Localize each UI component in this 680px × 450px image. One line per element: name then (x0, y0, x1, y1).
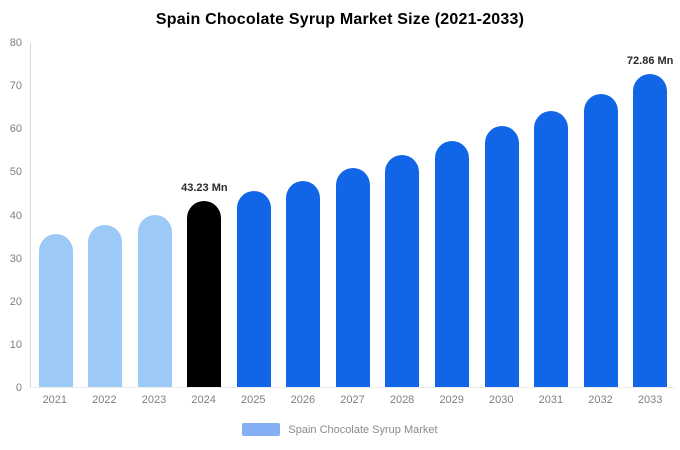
bar-slot-2033: 72.86 Mn (625, 43, 675, 387)
bar-slot-2030 (477, 43, 527, 387)
bar-2033[interactable] (633, 73, 668, 387)
legend-swatch[interactable] (242, 423, 281, 436)
bar-2028[interactable] (385, 154, 420, 387)
bar-slot-2028 (378, 43, 428, 387)
x-axis-label-2032: 2032 (588, 394, 613, 406)
x-axis-label-2030: 2030 (489, 394, 514, 406)
x-axis-label-2022: 2022 (92, 394, 117, 406)
bar-2024[interactable] (187, 201, 222, 387)
bar-value-label-2024: 43.23 Mn (181, 182, 228, 195)
bar-slot-2027 (328, 43, 378, 387)
y-tick-label-60: 60 (9, 123, 22, 136)
x-axis-label-2028: 2028 (389, 394, 415, 406)
bar-slot-2031 (526, 43, 576, 387)
bar-slot-2032 (576, 43, 626, 387)
bar-2023[interactable] (137, 214, 172, 387)
y-tick-label-70: 70 (9, 80, 22, 93)
x-axis-label-2027: 2027 (340, 394, 365, 406)
x-axis-label-2021: 2021 (42, 394, 68, 406)
y-tick-label-40: 40 (9, 209, 22, 222)
bars: 43.23 Mn 72.86 Mn (31, 43, 675, 387)
x-axis-label-2033: 2033 (637, 394, 663, 406)
x-axis-label-2023: 2023 (141, 394, 167, 406)
x-axis-label-2026: 2026 (290, 394, 316, 406)
bar-2027[interactable] (335, 167, 370, 387)
bar-slot-2021 (31, 43, 81, 387)
bar-2026[interactable] (286, 180, 321, 387)
x-axis-label-2025: 2025 (241, 394, 266, 406)
bar-slot-2024: 43.23 Mn (180, 43, 230, 387)
bar-2025[interactable] (236, 191, 271, 387)
x-axis-labels: 2021 2022 2023 2024 2025 2026 2027 2028 2029 2030… (30, 394, 675, 406)
bar-slot-2026 (279, 43, 329, 387)
bar-2022[interactable] (88, 225, 123, 387)
bar-2031[interactable] (534, 110, 569, 387)
chart-title: Spain Chocolate Syrup Market Size (2021-… (155, 11, 525, 28)
x-axis-label-2024: 2024 (191, 394, 216, 406)
bar-value-label-2033: 72.86 Mn (626, 54, 674, 67)
bar-slot-2029 (427, 43, 477, 387)
y-tick-label-80: 80 (9, 37, 22, 49)
legend-label: Spain Chocolate Syrup Market (288, 423, 438, 436)
y-tick-label-10: 10 (9, 338, 22, 351)
bar-2032[interactable] (583, 93, 618, 387)
y-tick-label-20: 20 (9, 295, 22, 308)
bar-2029[interactable] (435, 140, 470, 387)
bar-slot-2022 (81, 43, 131, 387)
plot-area: 43.23 Mn 72.86 Mn (30, 43, 675, 388)
bar-2030[interactable] (484, 126, 519, 387)
x-axis-label-2029: 2029 (439, 394, 464, 406)
bar-2021[interactable] (38, 234, 73, 387)
x-axis-label-2031: 2031 (538, 394, 564, 406)
legend[interactable]: Spain Chocolate Syrup Market (0, 423, 680, 436)
y-tick-label-30: 30 (9, 252, 22, 265)
y-tick-label-50: 50 (9, 166, 22, 179)
bar-slot-2023 (130, 43, 180, 387)
y-tick-label-0: 0 (15, 382, 22, 394)
y-axis: 0 10 20 30 40 50 60 70 80 (0, 37, 26, 394)
bar-slot-2025 (229, 43, 279, 387)
